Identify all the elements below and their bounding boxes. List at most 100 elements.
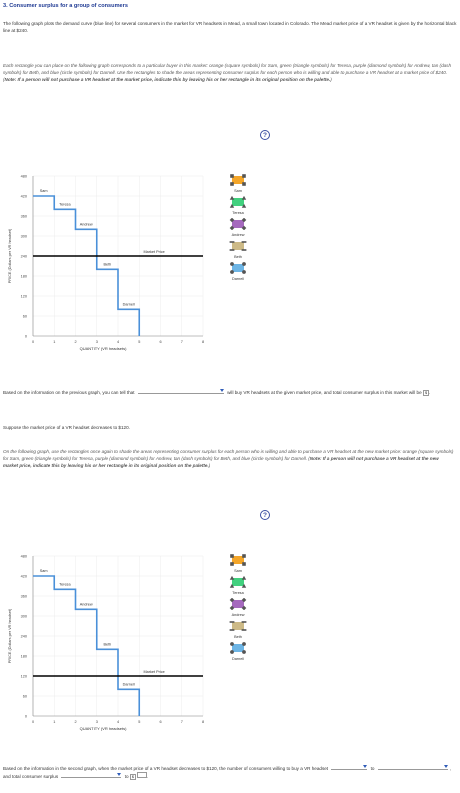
q2-dollar-sign: $ bbox=[131, 775, 134, 780]
palette-rectangle-fill bbox=[232, 198, 244, 206]
palette-rectangle-label: Sam bbox=[234, 188, 242, 193]
triangle-handle-icon bbox=[229, 583, 235, 588]
help-icon-2[interactable]: ? bbox=[260, 510, 270, 520]
triangle-handle-icon bbox=[241, 203, 247, 208]
palette-rectangle-fill bbox=[232, 600, 244, 608]
demand-step-label: Andrew bbox=[80, 222, 93, 226]
question-2: Based on the information in the second g… bbox=[3, 764, 457, 781]
square-handle-icon bbox=[242, 562, 246, 566]
q2-consumers-from-dropdown[interactable] bbox=[331, 764, 368, 770]
triangle-handle-icon bbox=[241, 195, 247, 200]
q1-period: . bbox=[429, 390, 431, 395]
q1-text-start: Based on the information on the previous… bbox=[3, 390, 135, 395]
demand-step-label: Darnell bbox=[123, 682, 135, 686]
palette-rectangle-fill bbox=[232, 644, 244, 652]
demand-chart-2: 0 60 120 180 240 300 360 420 480 0 1 2 3 4 5 6 7 8 Sam Tere… bbox=[3, 548, 223, 738]
palette-rectangle-darnell[interactable]: Darnell bbox=[218, 262, 258, 283]
q1-text-end: will buy VR headsets at the given market… bbox=[227, 390, 422, 395]
y-tick-label: 240 bbox=[21, 634, 27, 638]
dash-handle-icon bbox=[241, 621, 247, 623]
demand-step-label: Sam bbox=[40, 189, 48, 193]
x-tick-label: 4 bbox=[117, 720, 119, 724]
dash-handle-icon bbox=[229, 249, 235, 251]
palette-rectangle-sam[interactable]: Sam bbox=[218, 174, 258, 195]
q2-surplus-direction-dropdown[interactable] bbox=[61, 772, 122, 779]
palette-rectangle-andrew[interactable]: Andrew bbox=[218, 597, 258, 619]
chart-svg: 0 60 120 180 240 300 360 420 480 0 1 2 3 4 5 6 7 8 Sam Tere… bbox=[8, 174, 204, 351]
square-handle-icon bbox=[230, 182, 234, 186]
circle-handle-icon bbox=[230, 262, 234, 266]
q1-consumers-dropdown[interactable] bbox=[137, 388, 224, 394]
chevron-down-icon bbox=[219, 389, 224, 392]
circle-handle-icon bbox=[230, 642, 234, 646]
square-handle-icon bbox=[230, 562, 234, 566]
help-icon[interactable]: ? bbox=[260, 130, 270, 140]
intro-copy: The following graph plots the demand cur… bbox=[3, 21, 457, 34]
y-axis-title: PRICE (Dollars per VR headset) bbox=[8, 228, 12, 283]
palette-rectangle-beth[interactable]: Beth bbox=[218, 240, 258, 261]
market-price-label: Market Price bbox=[143, 670, 164, 674]
demand-curve bbox=[33, 575, 141, 716]
chevron-down-icon bbox=[117, 773, 122, 777]
q2-surplus-input[interactable]: $ bbox=[129, 774, 136, 781]
triangle-handle-icon bbox=[241, 575, 247, 580]
square-handle-icon bbox=[230, 554, 234, 558]
palette-rectangle-teresa[interactable]: Teresa bbox=[218, 195, 258, 217]
price-change-text: Suppose the market price of a VR headset… bbox=[3, 424, 457, 431]
x-tick-label: 1 bbox=[53, 340, 55, 344]
y-tick-label: 480 bbox=[21, 554, 27, 558]
palette-rectangle-graphic bbox=[230, 642, 246, 654]
x-tick-label: 4 bbox=[117, 340, 119, 344]
dash-handle-icon bbox=[241, 241, 247, 243]
triangle-handle-icon bbox=[229, 575, 235, 580]
q2-mid-text: , and total consumer surplus bbox=[3, 766, 452, 780]
instructions-2-text: On the following graph, use the rectangl… bbox=[3, 449, 454, 462]
market-price-label: Market Price bbox=[143, 250, 164, 254]
palette-rectangle-sam[interactable]: Sam bbox=[218, 554, 258, 575]
palette-rectangle-label: Beth bbox=[234, 254, 242, 259]
q2-to-text: to bbox=[370, 766, 375, 771]
demand-step-label: Sam bbox=[40, 569, 48, 573]
palette-rectangle-teresa[interactable]: Teresa bbox=[218, 575, 258, 597]
instructions-2-close: ) bbox=[208, 463, 211, 469]
x-tick-label: 3 bbox=[96, 340, 98, 344]
y-tick-label: 420 bbox=[21, 194, 27, 198]
x-tick-label: 0 bbox=[32, 340, 34, 344]
square-handle-icon bbox=[230, 174, 234, 178]
square-handle-icon bbox=[242, 174, 246, 178]
x-axis-title: QUANTITY (VR headsets) bbox=[80, 346, 127, 351]
q1-dollar-sign: $ bbox=[424, 391, 428, 395]
q2-consumers-to-dropdown[interactable] bbox=[377, 764, 448, 770]
palette-rectangle-darnell[interactable]: Darnell bbox=[218, 642, 258, 663]
x-tick-label: 6 bbox=[159, 720, 161, 724]
diamond-handle-icon bbox=[241, 225, 247, 231]
dash-handle-icon bbox=[241, 629, 247, 631]
q2-surplus-value-field[interactable] bbox=[136, 772, 147, 779]
demand-step-label: Teresa bbox=[59, 202, 71, 206]
palette-rectangle-graphic bbox=[229, 195, 247, 208]
palette-rectangle-graphic bbox=[229, 241, 247, 251]
y-tick-label: 120 bbox=[21, 674, 27, 678]
palette-rectangle-graphic bbox=[229, 217, 247, 231]
q1-surplus-input[interactable]: $ bbox=[422, 390, 430, 396]
chevron-down-icon bbox=[363, 765, 368, 768]
square-handle-icon bbox=[242, 182, 246, 186]
y-tick-label: 240 bbox=[21, 254, 27, 258]
diamond-handle-icon bbox=[229, 217, 235, 223]
palette-rectangle-fill bbox=[232, 264, 244, 272]
palette-rectangle-label: Andrew bbox=[231, 232, 245, 237]
dash-handle-icon bbox=[229, 621, 235, 623]
palette-rectangle-label: Teresa bbox=[232, 210, 244, 215]
y-tick-label: 0 bbox=[25, 334, 27, 338]
chart-svg: 0 60 120 180 240 300 360 420 480 0 1 2 3 4 5 6 7 8 Sam Tere… bbox=[8, 554, 204, 731]
circle-handle-icon bbox=[242, 650, 246, 654]
palette-rectangle-fill bbox=[232, 220, 244, 228]
palette-rectangle-beth[interactable]: Beth bbox=[218, 620, 258, 641]
y-tick-label: 480 bbox=[21, 174, 27, 178]
demand-step-label: Teresa bbox=[59, 582, 71, 586]
dash-handle-icon bbox=[241, 249, 247, 251]
palette-rectangle-andrew[interactable]: Andrew bbox=[218, 217, 258, 239]
y-tick-label: 360 bbox=[21, 594, 27, 598]
q2-text-start: Based on the information in the second g… bbox=[3, 766, 329, 771]
demand-step-label: Andrew bbox=[80, 602, 93, 606]
